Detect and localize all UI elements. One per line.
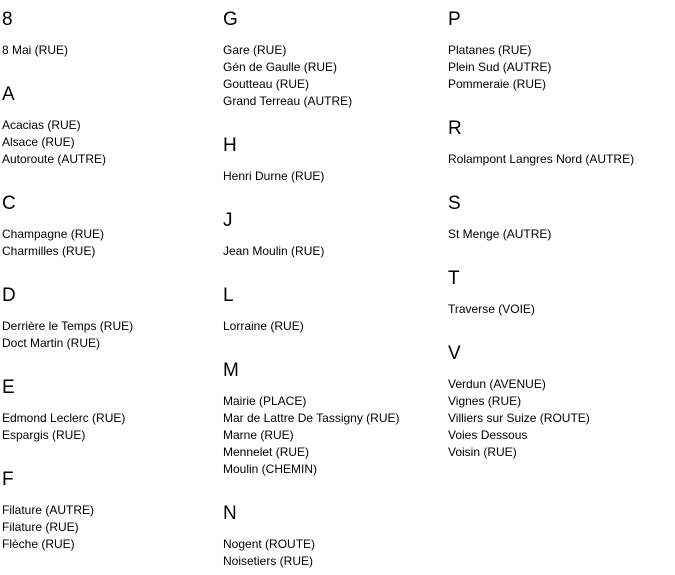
street-entry: Rolampont Langres Nord (AUTRE) — [448, 152, 635, 166]
section-letter-heading: S — [448, 193, 461, 214]
letter-section: R Rolampont Langres Nord (AUTRE) — [448, 119, 675, 168]
section-letter-heading: 8 — [2, 9, 13, 30]
street-entry: Moulin (CHEMIN) — [223, 462, 318, 476]
section-letter-heading: J — [223, 210, 233, 231]
section-letter-heading: V — [448, 343, 461, 364]
street-entry: Platanes (RUE) — [448, 43, 532, 57]
street-entry: Voisin (RUE) — [448, 445, 517, 459]
letter-section: P Platanes (RUE) Plein Sud (AUTRE) Pommerai… — [448, 10, 675, 93]
section-letter-heading: F — [2, 469, 14, 490]
letter-section: D Derrière le Temps (RUE) Doct Martin (RUE… — [2, 286, 223, 352]
letter-section: M Mairie (PLACE) Mar de Lattre De Tassigny… — [223, 361, 448, 478]
index-column-2: G Gare (RUE) Gén de Gaulle (RUE) Goutteau (… — [223, 0, 448, 570]
letter-section: H Henri Durne (RUE) — [223, 136, 448, 185]
street-entry: Plein Sud (AUTRE) — [448, 60, 552, 74]
street-entry: Jean Moulin (RUE) — [223, 244, 325, 258]
street-entry: Vignes (RUE) — [448, 394, 522, 408]
section-letter-heading: G — [223, 9, 238, 30]
street-entry: Champagne (RUE) — [2, 227, 105, 241]
street-entry: Edmond Leclerc (RUE) — [2, 411, 126, 425]
street-entry: Voies Dessous — [448, 428, 528, 442]
section-letter-heading: H — [223, 135, 237, 156]
street-entry: Alsace (RUE) — [2, 135, 75, 149]
letter-section: G Gare (RUE) Gén de Gaulle (RUE) Goutteau (… — [223, 10, 448, 110]
street-entry: Henri Durne (RUE) — [223, 169, 325, 183]
street-entry: Charmilles (RUE) — [2, 244, 96, 258]
street-entry: St Menge (AUTRE) — [448, 227, 552, 241]
street-entry: Mar de Lattre De Tassigny (RUE) — [223, 411, 400, 425]
section-letter-heading: N — [223, 503, 237, 524]
street-entry: Verdun (AVENUE) — [448, 377, 546, 391]
letter-section: S St Menge (AUTRE) — [448, 194, 675, 243]
section-letter-heading: M — [223, 360, 239, 381]
index-column-3: P Platanes (RUE) Plein Sud (AUTRE) Pommerai… — [448, 0, 675, 461]
letter-section: J Jean Moulin (RUE) — [223, 211, 448, 260]
street-entry: Acacias (RUE) — [2, 118, 81, 132]
section-letter-heading: L — [223, 285, 234, 306]
street-entry: Flèche (RUE) — [2, 537, 75, 551]
street-entry: Marne (RUE) — [223, 428, 294, 442]
letter-section: N Nogent (ROUTE) Noisetiers (RUE) — [223, 504, 448, 570]
street-entry: Noisetiers (RUE) — [223, 554, 314, 568]
letter-section: E Edmond Leclerc (RUE) Espargis (RUE) — [2, 378, 223, 444]
street-entry: Goutteau (RUE) — [223, 77, 310, 91]
letter-section: V Verdun (AVENUE) Vignes (RUE) Villiers sur… — [448, 344, 675, 461]
street-entry: Filature (RUE) — [2, 520, 79, 534]
section-letter-heading: E — [2, 377, 15, 398]
section-letter-heading: D — [2, 285, 16, 306]
letter-section: 8 8 Mai (RUE) — [2, 10, 223, 59]
street-entry: Mennelet (RUE) — [223, 445, 310, 459]
street-entry: 8 Mai (RUE) — [2, 43, 69, 57]
street-entry: Lorraine (RUE) — [223, 319, 304, 333]
letter-section: T Traverse (VOIE) — [448, 269, 675, 318]
street-entry: Gén de Gaulle (RUE) — [223, 60, 338, 74]
letter-section: A Acacias (RUE) Alsace (RUE) Autoroute (AUT… — [2, 85, 223, 168]
street-entry: Traverse (VOIE) — [448, 302, 535, 316]
section-letter-heading: T — [448, 268, 460, 289]
street-entry: Doct Martin (RUE) — [2, 336, 101, 350]
street-entry: Grand Terreau (AUTRE) — [223, 94, 353, 108]
section-letter-heading: A — [2, 84, 15, 105]
street-entry: Autoroute (AUTRE) — [2, 152, 107, 166]
section-letter-heading: C — [2, 193, 16, 214]
letter-section: C Champagne (RUE) Charmilles (RUE) — [2, 194, 223, 260]
street-entry: Mairie (PLACE) — [223, 394, 307, 408]
street-entry: Villiers sur Suize (ROUTE) — [448, 411, 590, 425]
section-letter-heading: P — [448, 9, 461, 30]
street-entry: Gare (RUE) — [223, 43, 287, 57]
letter-section: L Lorraine (RUE) — [223, 286, 448, 335]
street-entry: Derrière le Temps (RUE) — [2, 319, 134, 333]
index-column-1: 8 8 Mai (RUE) A Acacias (RUE) Alsace (RUE) Au… — [2, 0, 223, 553]
street-entry: Espargis (RUE) — [2, 428, 86, 442]
letter-section: F Filature (AUTRE) Filature (RUE) Flèche (R… — [2, 470, 223, 553]
section-letter-heading: R — [448, 118, 462, 139]
street-entry: Pommeraie (RUE) — [448, 77, 547, 91]
street-entry: Filature (AUTRE) — [2, 503, 95, 517]
street-entry: Nogent (ROUTE) — [223, 537, 316, 551]
